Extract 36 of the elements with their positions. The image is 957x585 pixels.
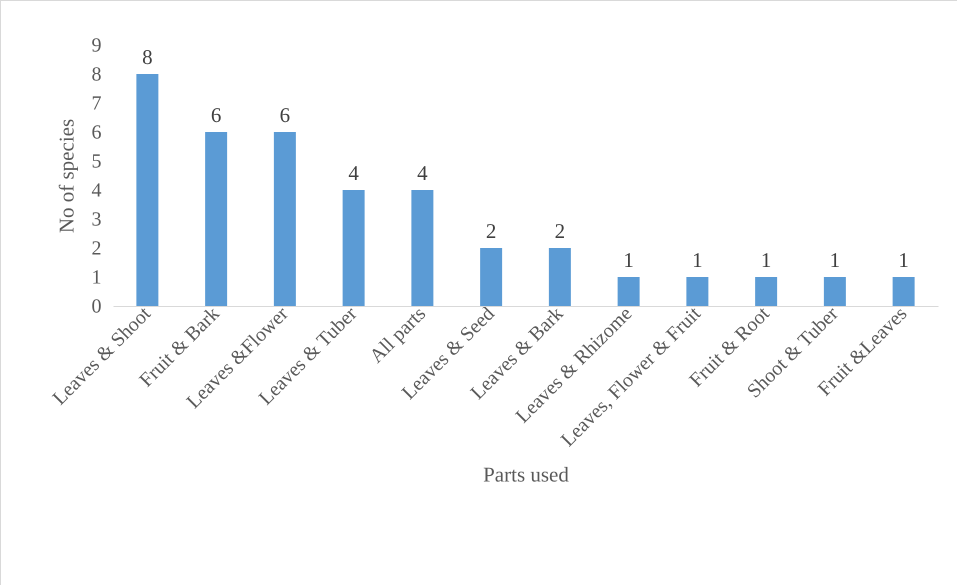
- data-label: 1: [623, 248, 634, 272]
- data-label: 1: [830, 248, 840, 272]
- data-label: 1: [692, 248, 703, 272]
- bar: [205, 132, 228, 306]
- bar: [686, 277, 708, 306]
- y-tick-label: 5: [92, 150, 102, 172]
- x-axis-title: Parts used: [483, 462, 570, 486]
- data-label: 6: [210, 103, 222, 127]
- bar: [480, 248, 502, 306]
- y-tick-label: 2: [92, 238, 102, 260]
- y-axis-title: No of species: [54, 118, 78, 234]
- bar: [618, 277, 640, 306]
- y-tick-label: 4: [92, 180, 102, 202]
- data-label: 1: [898, 248, 909, 272]
- y-tick-label: 9: [92, 34, 102, 56]
- data-label: 2: [486, 219, 496, 243]
- y-tick-label: 8: [92, 64, 102, 86]
- bar: [136, 74, 158, 306]
- data-label: 6: [280, 103, 290, 127]
- bar: [342, 190, 365, 306]
- y-tick-label: 6: [92, 122, 102, 144]
- data-label: 1: [760, 248, 772, 272]
- data-label: 4: [417, 161, 428, 185]
- bar: [892, 277, 915, 306]
- y-tick-label: 3: [92, 208, 102, 230]
- y-tick-label: 1: [92, 266, 102, 288]
- data-label: 8: [142, 45, 153, 69]
- data-label: 2: [554, 219, 566, 243]
- bar: [274, 132, 296, 306]
- y-tick-label: 7: [92, 92, 102, 114]
- bar: [755, 277, 778, 306]
- data-label: 4: [348, 161, 360, 185]
- bar: [824, 277, 846, 306]
- bar: [548, 248, 571, 306]
- bar: [411, 190, 434, 306]
- y-tick-label: 0: [92, 296, 102, 318]
